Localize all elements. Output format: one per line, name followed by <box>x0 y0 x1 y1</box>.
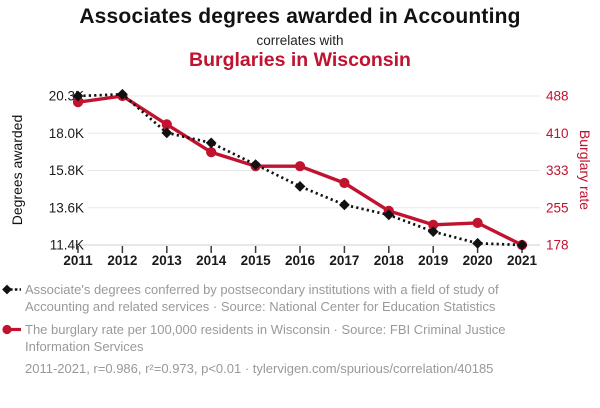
legend-entry-burglary: The burglary rate per 100,000 residents … <box>2 321 592 355</box>
x-axis-year-label: 2015 <box>241 253 272 268</box>
legend-entry-degrees: Associate's degrees conferred by postsec… <box>2 281 592 315</box>
degrees-awarded-point <box>205 137 217 149</box>
left-axis-tick-label: 15.8K <box>49 163 84 178</box>
x-axis-year-label: 2013 <box>152 253 183 268</box>
x-axis-year-label: 2017 <box>329 253 359 268</box>
x-axis-year-label: 2019 <box>418 253 448 268</box>
legend-entry-degrees-label: Associate's degrees conferred by postsec… <box>25 282 499 314</box>
left-axis-tick-label: 11.4K <box>50 238 84 253</box>
right-axis-tick-label: 255 <box>546 200 569 215</box>
degrees-awarded-point <box>294 181 306 192</box>
degrees-awarded-point <box>339 199 350 211</box>
legend-entry-burglary-label: The burglary rate per 100,000 residents … <box>25 322 506 354</box>
degrees-awarded-point <box>383 209 395 221</box>
degrees-awarded-point <box>117 88 128 100</box>
black-diamond-dotted-line-icon <box>2 284 21 295</box>
degrees-awarded-point <box>161 127 173 139</box>
red-circle-solid-line-icon <box>2 324 21 335</box>
burglary-rate-point <box>472 217 483 228</box>
burglary-rate-point <box>72 97 84 108</box>
burglary-rate-point <box>428 219 439 230</box>
burglary-rate-point <box>206 147 217 158</box>
x-axis-year-label: 2020 <box>463 253 493 268</box>
x-axis-year-label: 2012 <box>107 253 137 268</box>
right-axis-tick-label: 488 <box>546 89 569 104</box>
burglary-rate-point <box>161 119 172 130</box>
right-axis-tick-label: 333 <box>546 163 569 178</box>
correlates-with-label: correlates with <box>256 33 344 48</box>
right-axis-tick-label: 178 <box>546 238 569 253</box>
degrees-awarded-point <box>516 239 528 251</box>
degrees-awarded-point <box>427 226 439 238</box>
degrees-awarded-point <box>472 237 483 249</box>
degrees-awarded-point <box>250 159 261 171</box>
x-axis-year-label: 2014 <box>196 253 227 268</box>
right-axis-tick-label: 410 <box>546 126 569 141</box>
left-axis-tick-label: 13.6K <box>49 200 84 215</box>
chart-legend: Associate's degrees conferred by postsec… <box>2 281 592 376</box>
burglary-rate-point <box>294 161 306 172</box>
x-axis-year-label: 2011 <box>63 253 93 268</box>
page-title: Associates degrees awarded in Accounting <box>79 5 521 28</box>
degrees-awarded-point <box>72 90 84 102</box>
burglary-rate-point <box>339 177 350 189</box>
secondary-title: Burglaries in Wisconsin <box>189 49 411 71</box>
x-axis-year-label: 2018 <box>374 253 405 268</box>
x-axis-year-label: 2021 <box>507 253 538 268</box>
left-axis-tick-label: 18.0K <box>49 126 84 141</box>
stats-citation-line: 2011-2021, r=0.986, r²=0.973, p<0.01 · t… <box>25 361 494 376</box>
x-axis-year-label: 2016 <box>285 253 316 268</box>
